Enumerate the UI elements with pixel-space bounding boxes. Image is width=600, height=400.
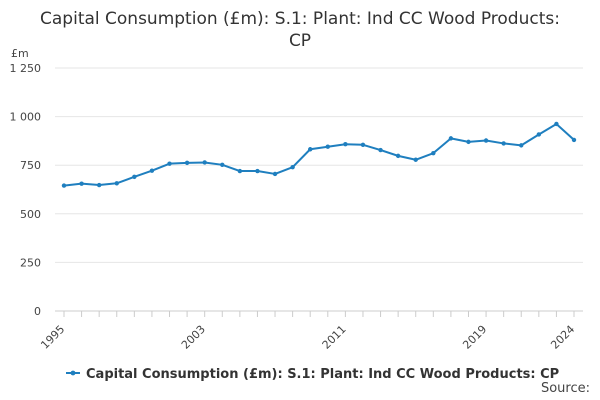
- data-point[interactable]: [184, 160, 190, 166]
- data-point[interactable]: [290, 164, 295, 170]
- data-point[interactable]: [554, 121, 559, 127]
- data-point[interactable]: [413, 157, 418, 162]
- data-point[interactable]: [202, 160, 207, 165]
- data-point[interactable]: [220, 162, 225, 168]
- data-point[interactable]: [395, 153, 401, 159]
- data-point[interactable]: [466, 139, 471, 145]
- data-point[interactable]: [96, 182, 102, 188]
- x-tick-label: 2011: [320, 323, 349, 352]
- data-point[interactable]: [237, 168, 243, 174]
- data-point[interactable]: [272, 171, 278, 177]
- data-point[interactable]: [536, 132, 542, 137]
- y-tick-label: 250: [20, 256, 41, 269]
- data-point[interactable]: [132, 174, 137, 180]
- data-point[interactable]: [519, 143, 524, 148]
- x-tick-label: 1995: [38, 323, 67, 352]
- data-point[interactable]: [308, 147, 313, 152]
- y-tick-label: 1 000: [10, 111, 42, 124]
- data-point[interactable]: [343, 142, 348, 147]
- y-tick-label: 1 250: [10, 62, 42, 75]
- data-point[interactable]: [61, 183, 67, 188]
- legend-point-marker: [70, 370, 76, 376]
- data-point[interactable]: [501, 141, 506, 146]
- chart-title: Capital Consumption (£m): S.1: Plant: In…: [40, 9, 560, 51]
- data-point[interactable]: [79, 181, 84, 186]
- data-point[interactable]: [167, 161, 172, 166]
- x-tick-label: 2003: [179, 323, 208, 352]
- y-axis-unit-label: £m: [11, 47, 29, 60]
- data-point[interactable]: [255, 168, 260, 174]
- y-tick-label: 0: [34, 305, 41, 318]
- y-tick-label: 500: [20, 208, 41, 221]
- source-label: Source:: [540, 381, 590, 396]
- data-point[interactable]: [378, 147, 383, 153]
- legend[interactable]: Capital Consumption (£m): S.1: Plant: In…: [66, 367, 559, 382]
- data-point[interactable]: [571, 137, 577, 143]
- data-point[interactable]: [483, 138, 489, 143]
- axes: 0 250 500 750 1 000 1 250 £m 1995 2003 2011 2019 20…: [10, 47, 583, 352]
- legend-label[interactable]: Capital Consumption (£m): S.1: Plant: In…: [86, 367, 559, 382]
- y-tick-label: 750: [20, 159, 41, 172]
- data-point[interactable]: [325, 144, 330, 149]
- gridlines: [55, 67, 583, 263]
- x-tick-label: 2024: [548, 323, 577, 352]
- x-tick-label: 2019: [460, 323, 489, 352]
- data-point[interactable]: [114, 181, 119, 186]
- data-point[interactable]: [448, 136, 454, 141]
- data-point[interactable]: [360, 142, 366, 147]
- data-point[interactable]: [149, 168, 155, 173]
- series-layer: [61, 121, 577, 188]
- series-line: [63, 122, 575, 187]
- data-point[interactable]: [431, 150, 436, 156]
